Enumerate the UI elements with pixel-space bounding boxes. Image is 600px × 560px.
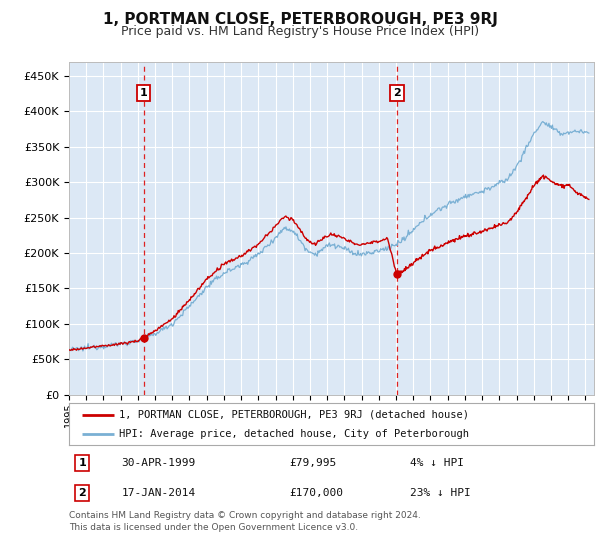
Text: £170,000: £170,000 [290,488,343,498]
Text: 17-JAN-2014: 17-JAN-2014 [121,488,196,498]
Text: 1: 1 [78,458,86,468]
Text: 2: 2 [78,488,86,498]
Text: 30-APR-1999: 30-APR-1999 [121,458,196,468]
Text: HPI: Average price, detached house, City of Peterborough: HPI: Average price, detached house, City… [119,429,469,439]
Text: £79,995: £79,995 [290,458,337,468]
Text: Contains HM Land Registry data © Crown copyright and database right 2024.
This d: Contains HM Land Registry data © Crown c… [69,511,421,531]
Text: 1: 1 [140,88,148,98]
Text: 1, PORTMAN CLOSE, PETERBOROUGH, PE3 9RJ: 1, PORTMAN CLOSE, PETERBOROUGH, PE3 9RJ [103,12,497,27]
Text: Price paid vs. HM Land Registry's House Price Index (HPI): Price paid vs. HM Land Registry's House … [121,25,479,38]
Text: 1, PORTMAN CLOSE, PETERBOROUGH, PE3 9RJ (detached house): 1, PORTMAN CLOSE, PETERBOROUGH, PE3 9RJ … [119,409,469,419]
Text: 4% ↓ HPI: 4% ↓ HPI [410,458,464,468]
Text: 2: 2 [393,88,401,98]
Text: 23% ↓ HPI: 23% ↓ HPI [410,488,471,498]
